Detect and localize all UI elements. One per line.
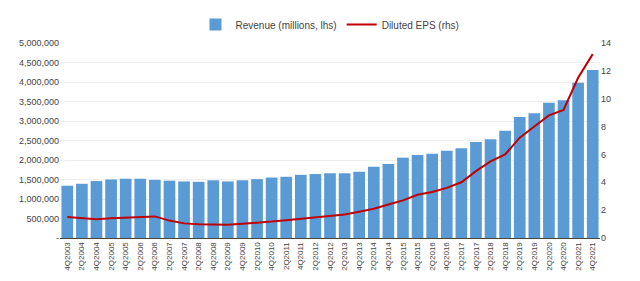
svg-text:2Q2005: 2Q2005 [107, 242, 116, 271]
svg-text:2Q2015: 2Q2015 [399, 242, 408, 271]
svg-text:2Q2009: 2Q2009 [223, 242, 232, 271]
svg-text:2Q2006: 2Q2006 [136, 242, 145, 271]
svg-text:3,500,000: 3,500,000 [19, 97, 59, 107]
svg-text:12: 12 [601, 66, 611, 76]
svg-text:2Q2007: 2Q2007 [165, 242, 174, 271]
svg-text:10: 10 [601, 94, 611, 104]
svg-text:2,500,000: 2,500,000 [19, 136, 59, 146]
svg-text:2Q2004: 2Q2004 [77, 242, 86, 271]
svg-text:1,500,000: 1,500,000 [19, 175, 59, 185]
svg-text:4Q2009: 4Q2009 [238, 242, 247, 271]
svg-text:4Q2004: 4Q2004 [92, 242, 101, 271]
svg-text:4Q2016: 4Q2016 [442, 242, 451, 271]
svg-text:4Q2015: 4Q2015 [413, 242, 422, 271]
svg-text:2: 2 [601, 205, 606, 215]
svg-text:2,000,000: 2,000,000 [19, 155, 59, 165]
svg-text:2Q2019: 2Q2019 [515, 242, 524, 271]
svg-text:4Q2021: 4Q2021 [588, 242, 597, 271]
svg-text:4Q2012: 4Q2012 [326, 242, 335, 271]
svg-text:4: 4 [601, 177, 606, 187]
svg-text:2Q2014: 2Q2014 [369, 242, 378, 271]
svg-text:2Q2011: 2Q2011 [282, 242, 291, 270]
svg-text:4,500,000: 4,500,000 [19, 58, 59, 68]
svg-text:4Q2013: 4Q2013 [355, 242, 364, 271]
svg-text:3,000,000: 3,000,000 [19, 116, 59, 126]
svg-text:4Q2008: 4Q2008 [209, 242, 218, 271]
svg-text:5,000,000: 5,000,000 [19, 38, 59, 48]
svg-text:4Q2017: 4Q2017 [472, 242, 481, 271]
svg-text:4Q2006: 4Q2006 [150, 242, 159, 271]
svg-text:4Q2020: 4Q2020 [559, 242, 568, 271]
svg-text:2Q2017: 2Q2017 [457, 242, 466, 271]
svg-text:2Q2016: 2Q2016 [428, 242, 437, 271]
svg-text:Revenue (millions, lhs): Revenue (millions, lhs) [236, 20, 337, 31]
svg-text:4Q2014: 4Q2014 [384, 242, 393, 271]
svg-text:4Q2003: 4Q2003 [63, 242, 72, 271]
svg-text:2Q2020: 2Q2020 [545, 242, 554, 271]
svg-text:6: 6 [601, 150, 606, 160]
svg-text:8: 8 [601, 122, 606, 132]
svg-text:4Q2019: 4Q2019 [530, 242, 539, 271]
svg-text:14: 14 [601, 38, 611, 48]
svg-text:2Q2012: 2Q2012 [311, 242, 320, 271]
svg-text:4,000,000: 4,000,000 [19, 77, 59, 87]
svg-text:2Q2008: 2Q2008 [194, 242, 203, 271]
svg-text:2Q2021: 2Q2021 [574, 242, 583, 271]
svg-text:4Q2018: 4Q2018 [501, 242, 510, 271]
svg-text:4Q2011: 4Q2011 [296, 242, 305, 270]
svg-text:0: 0 [601, 233, 606, 243]
svg-text:4Q2010: 4Q2010 [267, 242, 276, 271]
svg-text:4Q2007: 4Q2007 [180, 242, 189, 271]
svg-text:4Q2005: 4Q2005 [121, 242, 130, 271]
svg-text:2Q2018: 2Q2018 [486, 242, 495, 271]
svg-text:-: - [56, 233, 59, 243]
svg-text:2Q2010: 2Q2010 [253, 242, 262, 271]
svg-text:1,000,000: 1,000,000 [19, 194, 59, 204]
svg-text:Diluted EPS (rhs): Diluted EPS (rhs) [382, 20, 459, 31]
svg-text:500,000: 500,000 [26, 214, 59, 224]
svg-text:2Q2013: 2Q2013 [340, 242, 349, 271]
